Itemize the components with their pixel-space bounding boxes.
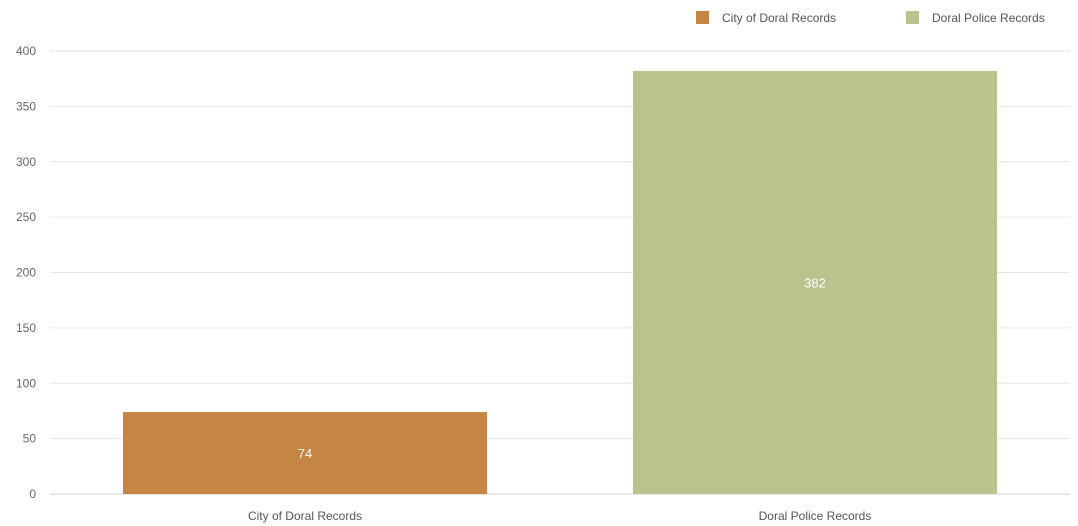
legend-label[interactable]: Doral Police Records <box>932 11 1045 25</box>
legend-label[interactable]: City of Doral Records <box>722 11 836 25</box>
y-axis: 0 50 100 150 200 250 300 350 400 <box>16 44 36 501</box>
y-tick-label: 400 <box>16 44 36 58</box>
legend-swatch <box>696 11 709 24</box>
y-tick-label: 350 <box>16 99 36 113</box>
x-axis: City of Doral Records Doral Police Record… <box>248 509 871 523</box>
y-tick-label: 100 <box>16 376 36 390</box>
y-tick-label: 150 <box>16 321 36 335</box>
bar[interactable] <box>633 70 997 494</box>
y-tick-label: 200 <box>16 266 36 280</box>
legend: City of Doral Records Doral Police Record… <box>696 11 1045 25</box>
y-tick-label: 300 <box>16 155 36 169</box>
bars: 74 382 <box>123 70 997 494</box>
data-label: 382 <box>804 275 826 290</box>
bar[interactable] <box>123 412 487 494</box>
x-tick-label: Doral Police Records <box>759 509 872 523</box>
x-tick-label: City of Doral Records <box>248 509 362 523</box>
y-tick-label: 50 <box>23 432 37 446</box>
y-tick-label: 0 <box>29 487 36 501</box>
y-tick-label: 250 <box>16 210 36 224</box>
legend-swatch <box>906 11 919 24</box>
data-label: 74 <box>298 446 312 461</box>
